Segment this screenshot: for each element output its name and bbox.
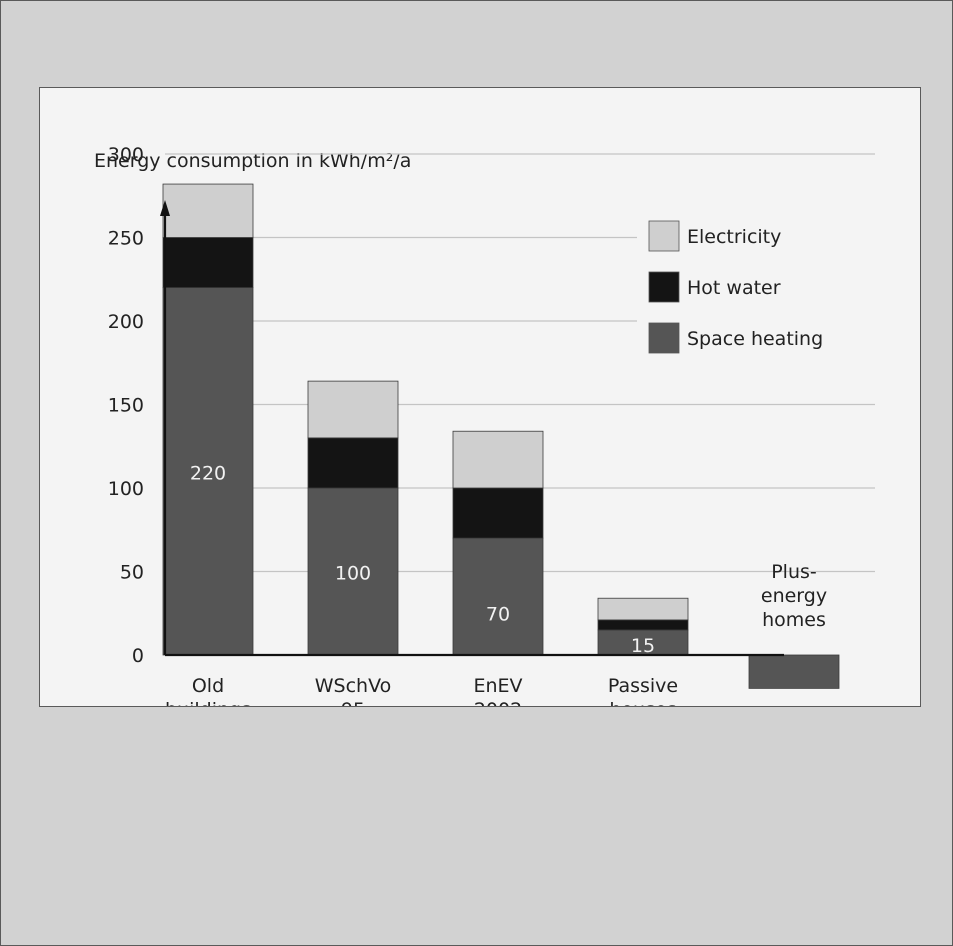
chart-panel: Energy consumption in kWh/m²/a 220 100 70 1…	[39, 87, 921, 707]
y-tick-label-100: 100	[108, 478, 144, 500]
legend-swatch-hot-water	[648, 271, 680, 303]
y-tick-label-300: 300	[108, 144, 144, 166]
bar-segment-5-space-heating	[748, 654, 840, 689]
legend-swatch-space-heating	[648, 322, 680, 354]
legend-label-electricity: Electricity	[687, 226, 781, 248]
legend-label-space-heating: Space heating	[687, 328, 823, 350]
bar-segment-2-electricity	[307, 380, 399, 439]
data-label-4: 15	[631, 635, 655, 657]
bar-segment-1-space-heating	[162, 287, 254, 656]
axes	[160, 200, 784, 657]
bars	[162, 183, 840, 689]
category-label-4: Passivehouses	[608, 675, 678, 706]
bar-segment-3-electricity	[452, 430, 544, 489]
y-tick-label-50: 50	[120, 562, 144, 584]
data-labels: 220 100 70 15	[190, 462, 655, 657]
bar-segment-3-hot-water	[452, 487, 544, 539]
category-label-5: Plus-energy homes	[761, 561, 827, 631]
y-ticks: 0 50 100 150 200 250 300	[108, 144, 144, 667]
data-label-2: 100	[335, 563, 371, 585]
bar-segment-4-electricity	[597, 597, 689, 621]
category-label-2: WSchVo95	[315, 675, 391, 706]
y-tick-label-200: 200	[108, 311, 144, 333]
category-label-1: Oldbuildings	[165, 675, 251, 706]
y-axis-arrow	[160, 200, 170, 216]
bar-segment-3-space-heating	[452, 537, 544, 656]
chart: Energy consumption in kWh/m²/a 220 100 70 1…	[94, 144, 875, 706]
category-label-3: EnEV2002	[473, 675, 522, 706]
bar-segment-1-hot-water	[162, 237, 254, 288]
y-axis-title: Energy consumption in kWh/m²/a	[94, 150, 411, 172]
y-tick-label-250: 250	[108, 228, 144, 250]
y-tick-label-150: 150	[108, 395, 144, 417]
category-labels: Oldbuildings WSchVo95 EnEV2002 Passivehouse…	[165, 561, 827, 706]
legend-swatch-electricity	[648, 220, 680, 252]
legend: Electricity Hot water Space heating	[648, 220, 823, 354]
data-label-1: 220	[190, 462, 226, 484]
data-label-3: 70	[486, 603, 510, 625]
bar-segment-1-electricity	[162, 183, 254, 238]
bar-segment-4-hot-water	[597, 619, 689, 631]
legend-label-hot-water: Hot water	[687, 277, 781, 299]
bar-segment-2-hot-water	[307, 437, 399, 489]
y-tick-label-0: 0	[132, 645, 144, 667]
